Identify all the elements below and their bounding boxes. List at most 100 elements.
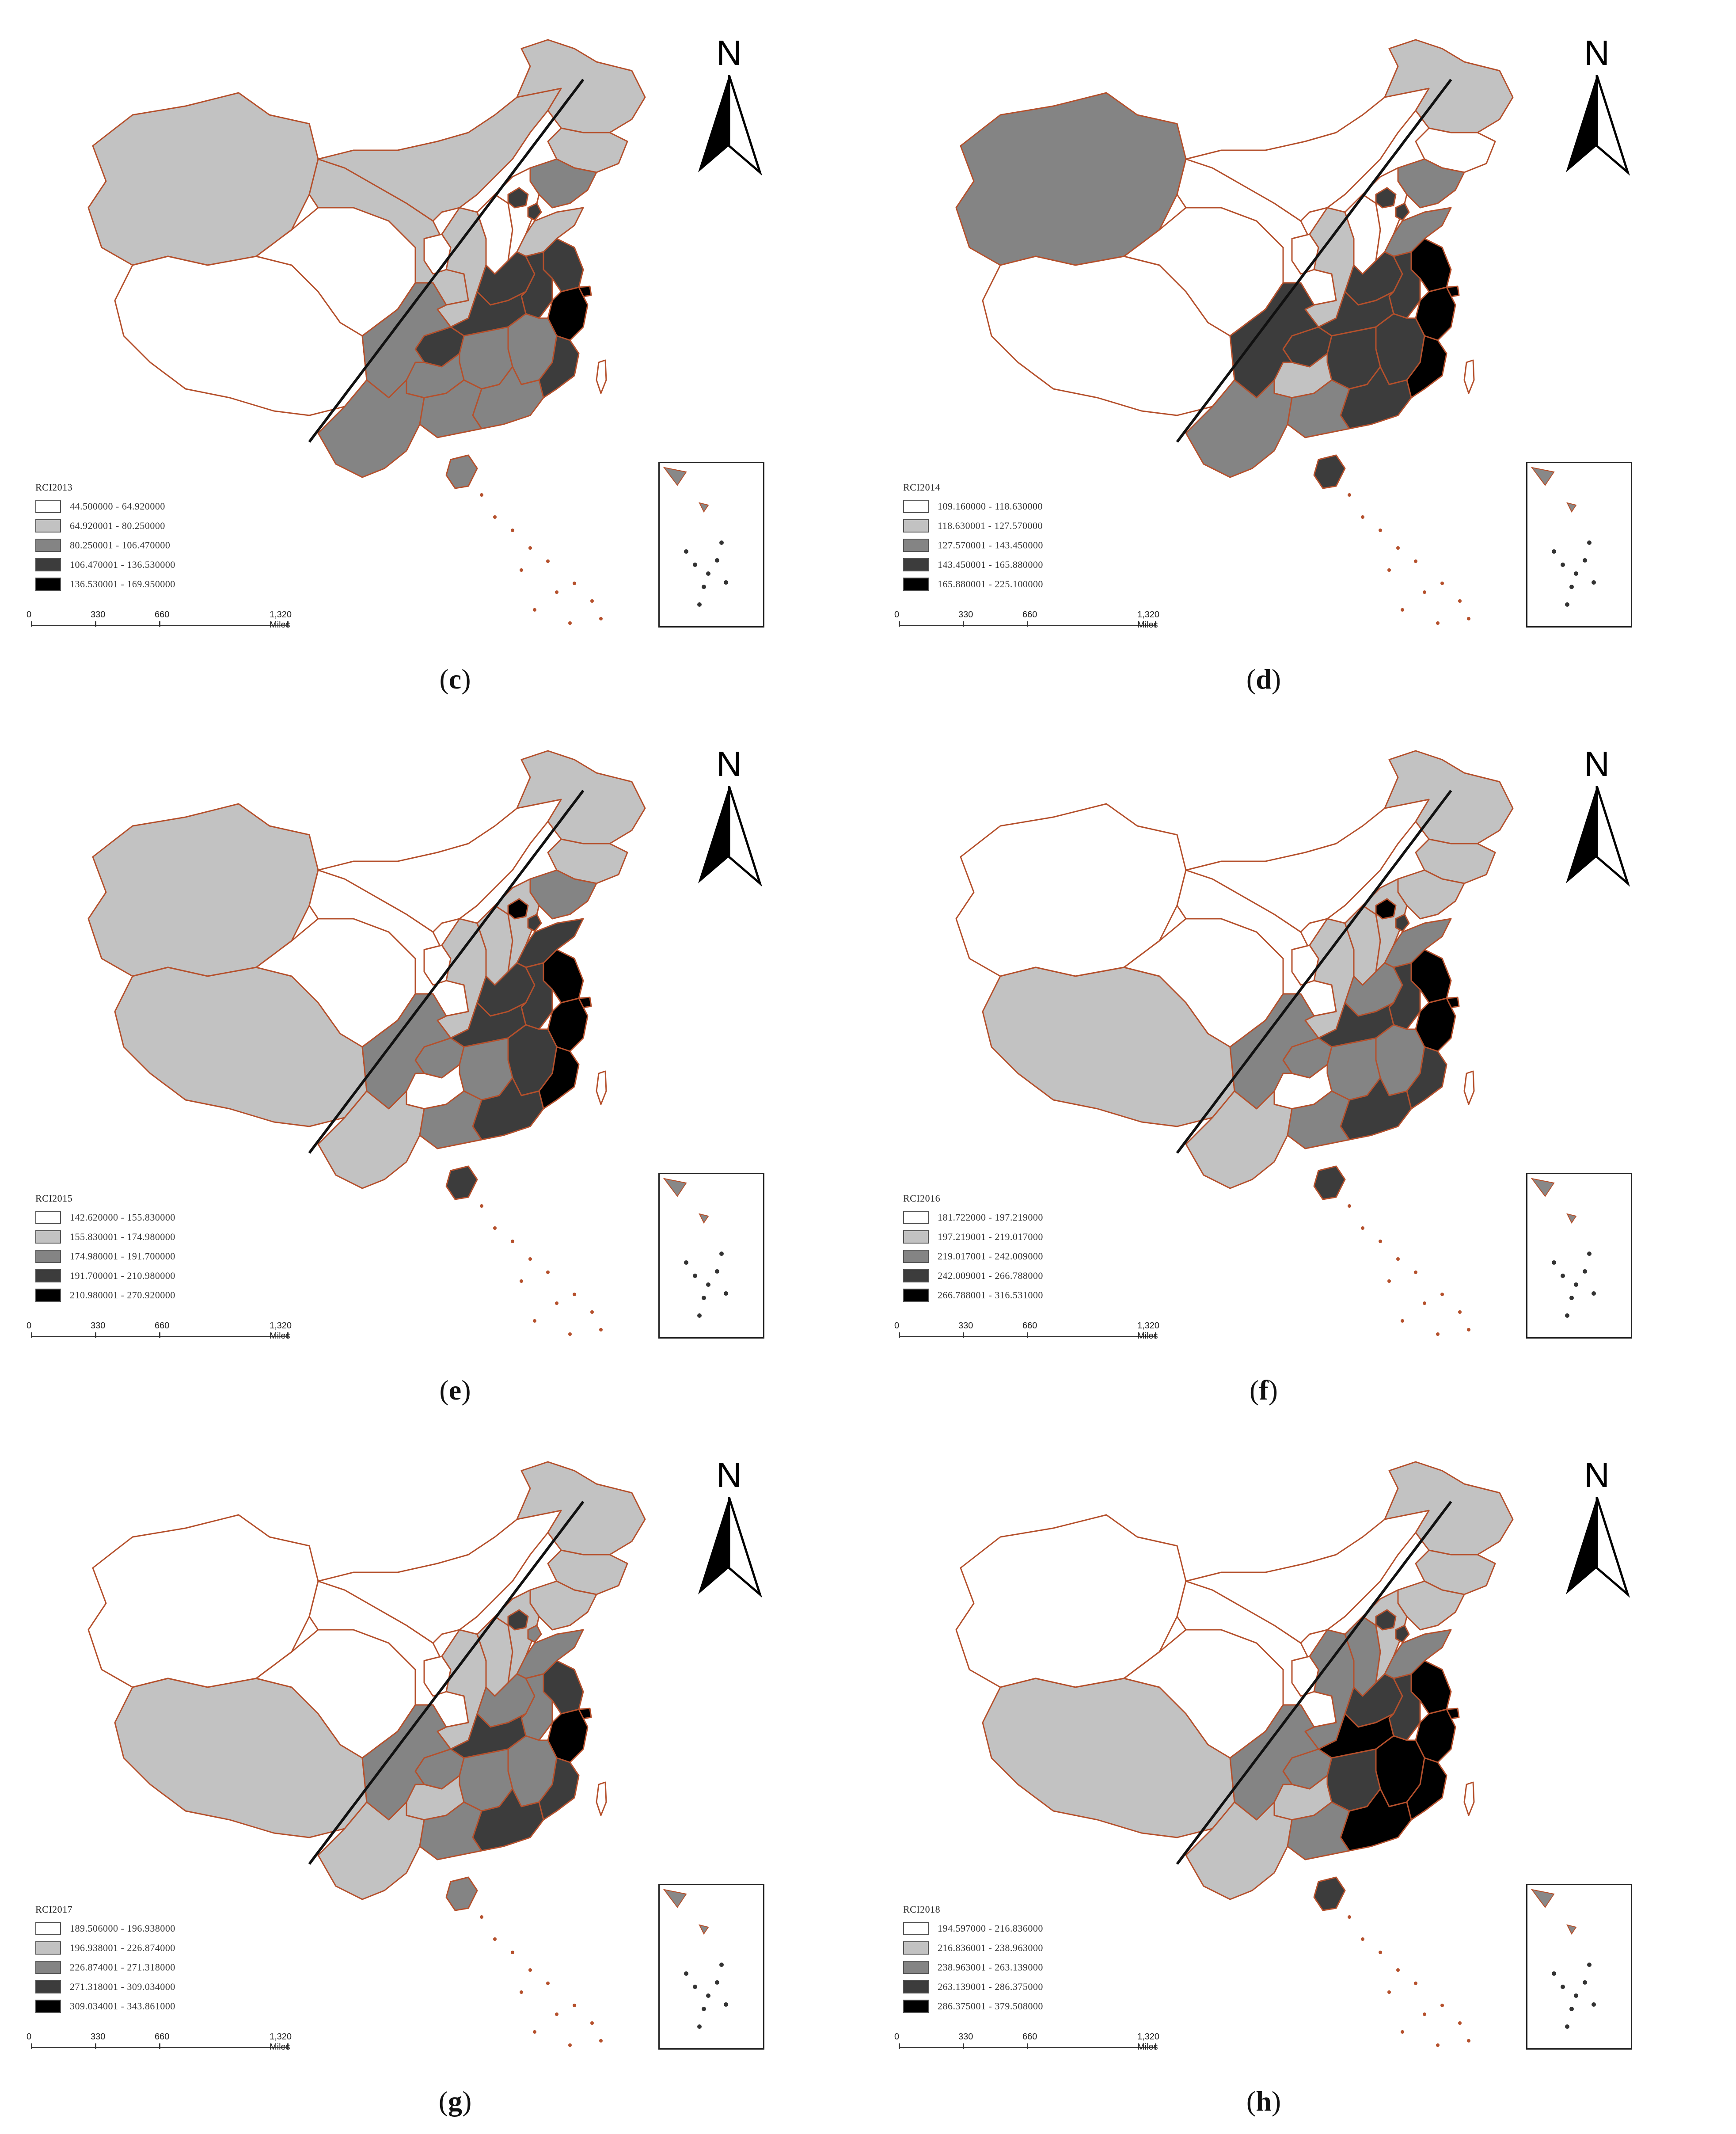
north-label: N [716, 33, 742, 72]
island-marker [1396, 1257, 1400, 1261]
province-heilongjiang [1384, 39, 1514, 133]
panel-caption: (f) [1250, 1374, 1278, 1406]
province-jilin [547, 838, 628, 884]
island-marker [1361, 1937, 1364, 1941]
scale-tick [287, 1332, 289, 1338]
island-marker [573, 1293, 576, 1296]
legend-range-label: 165.880001 - 225.100000 [938, 578, 1043, 590]
island-marker [1436, 1332, 1440, 1336]
island-marker [528, 1257, 532, 1261]
legend-swatch [903, 500, 929, 513]
legend-swatch [903, 2000, 929, 2013]
legend-range-label: 127.570001 - 143.450000 [938, 540, 1043, 551]
province-hainan [445, 1876, 478, 1911]
scale-label: 1,320 Miles [270, 1321, 292, 1341]
legend-swatch [903, 1230, 929, 1244]
legend-swatch [903, 558, 929, 571]
scale-tick [31, 2043, 32, 2049]
island-marker [1467, 1328, 1470, 1331]
province-beijing [507, 187, 529, 209]
scale-label: 0 [27, 610, 32, 620]
island-marker [546, 1982, 550, 1985]
hu-line [308, 1501, 585, 1865]
province-tianjin [527, 202, 542, 221]
island-marker [533, 2030, 536, 2034]
province-beijing [1375, 187, 1397, 209]
scale-tick [963, 621, 964, 627]
scale-tick [31, 621, 32, 627]
legend-swatch [903, 1211, 929, 1224]
island-marker [1361, 515, 1364, 519]
province-jilin [1415, 127, 1496, 173]
scale-tick [287, 2043, 289, 2049]
legend-row: 242.009001 - 266.788000 [903, 1266, 1043, 1286]
legend-range-label: 191.700001 - 210.980000 [70, 1270, 175, 1281]
province-heilongjiang [516, 1461, 646, 1556]
province-heilongjiang [1384, 1461, 1514, 1556]
hu-line [308, 790, 585, 1154]
province-hainan [445, 1165, 478, 1200]
legend-swatch [35, 1230, 61, 1244]
legend-title: RCI2015 [35, 1193, 73, 1204]
legend-swatch [35, 1211, 61, 1224]
island-marker [511, 1951, 514, 1954]
map-panel-c: N RCI2013 44.500000 - 64.920000 64.920001 -… [0, 0, 868, 711]
island-marker [1401, 608, 1404, 612]
scale-label: 330 [91, 2032, 106, 2042]
island-marker [1387, 1279, 1391, 1283]
north-label: N [1584, 33, 1610, 72]
legend-row: 136.530001 - 169.950000 [35, 574, 175, 594]
island-marker [1401, 2030, 1404, 2034]
island-marker [480, 493, 483, 497]
island-marker [1387, 568, 1391, 572]
north-arrow-icon: N [1561, 35, 1632, 177]
panel-letter: h [1256, 2085, 1272, 2117]
hu-line [1176, 790, 1452, 1154]
legend-title: RCI2014 [903, 482, 941, 493]
map-legend: RCI2015 142.620000 - 155.830000 155.830001… [35, 1193, 175, 1305]
province-hebei [494, 167, 540, 262]
china-choropleth-map [87, 39, 646, 625]
legend-swatch [35, 1941, 61, 1955]
legend-range-label: 271.318001 - 309.034000 [70, 1981, 175, 1992]
province-tianjin [527, 913, 542, 932]
province-taiwan [1463, 1070, 1475, 1105]
scale-tick [1027, 1332, 1028, 1338]
province-guangxi [419, 1090, 482, 1149]
scale-tick [1155, 2043, 1156, 2049]
legend-row: 143.450001 - 165.880000 [903, 555, 1043, 574]
scale-label: 330 [958, 1321, 973, 1331]
scale-tick [1155, 1332, 1156, 1338]
map-panel-g: N RCI2017 189.506000 - 196.938000 196.93800… [0, 1422, 868, 2133]
province-hebei [1362, 1589, 1408, 1684]
province-guangxi [1287, 1801, 1350, 1860]
scale-label: 1,320 Miles [1137, 2032, 1160, 2052]
island-marker [1423, 590, 1426, 594]
province-hebei [1362, 167, 1408, 262]
scale-label: 0 [894, 610, 900, 620]
north-arrow-icon: N [694, 1457, 764, 1599]
north-arrow-icon: N [694, 35, 764, 177]
scale-label: 0 [27, 2032, 32, 2042]
legend-swatch [35, 1269, 61, 1282]
island-marker [1467, 617, 1470, 620]
scale-label: 660 [155, 2032, 170, 2042]
island-marker [1387, 1990, 1391, 1994]
province-guangxi [1287, 1090, 1350, 1149]
island-marker [1401, 1319, 1404, 1323]
hu-line [1176, 79, 1452, 443]
province-heilongjiang [1384, 750, 1514, 844]
legend-row: 127.570001 - 143.450000 [903, 536, 1043, 555]
legend-row: 174.980001 - 191.700000 [35, 1247, 175, 1266]
scale-label: 0 [27, 1321, 32, 1331]
legend-range-label: 210.980001 - 270.920000 [70, 1290, 175, 1301]
island-marker [1414, 1271, 1417, 1274]
legend-row: 226.874001 - 271.318000 [35, 1958, 175, 1977]
island-marker [533, 1319, 536, 1323]
island-marker [1440, 2004, 1444, 2007]
scale-label: 330 [958, 2032, 973, 2042]
island-marker [1436, 2043, 1440, 2047]
legend-row: 219.017001 - 242.009000 [903, 1247, 1043, 1266]
province-taiwan [596, 1781, 607, 1816]
legend-swatch [903, 1250, 929, 1263]
